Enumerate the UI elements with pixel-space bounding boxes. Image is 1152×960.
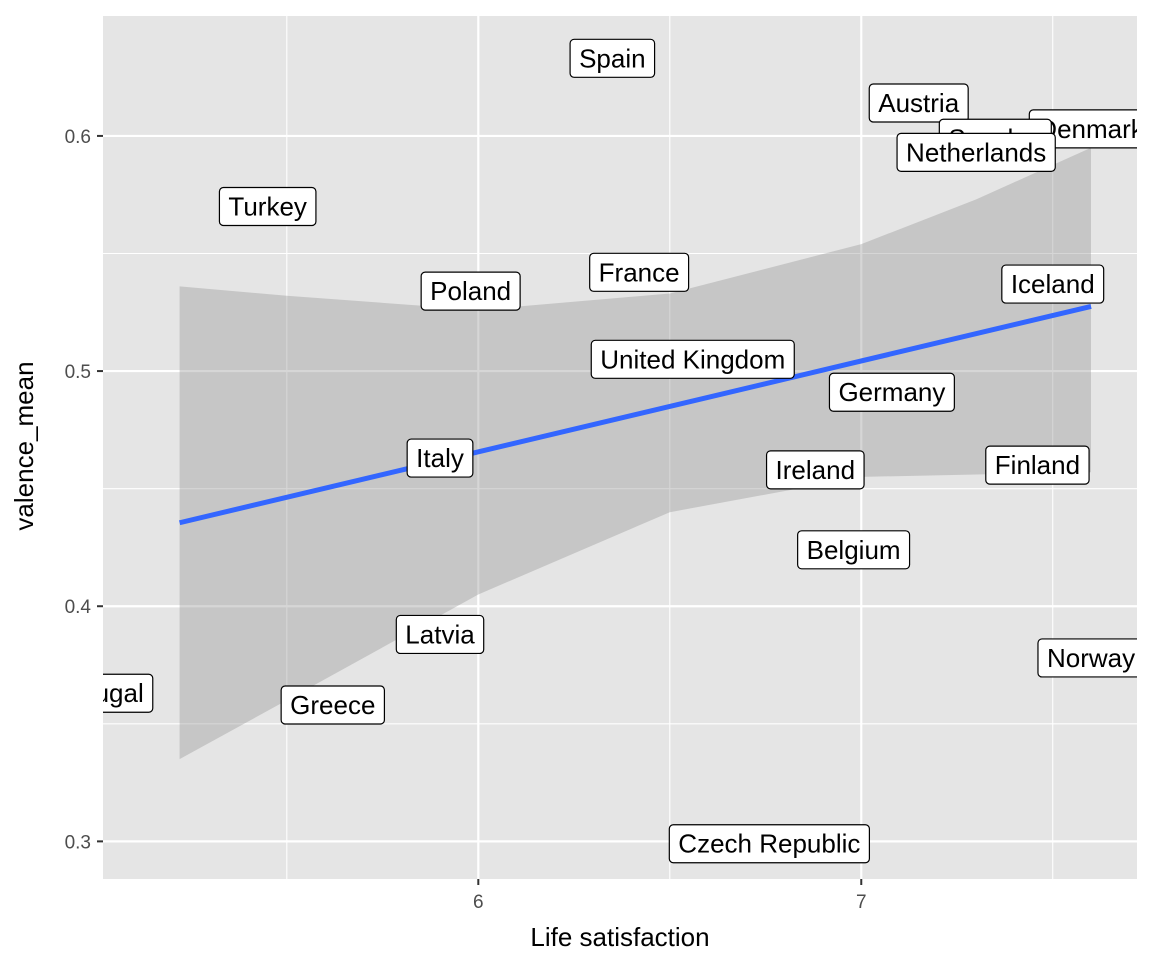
point-label: Czech Republic (668, 824, 871, 864)
point-label: Turkey (218, 186, 317, 227)
point-label-text: Spain (579, 43, 646, 73)
point-label-box (668, 824, 871, 864)
y-tick-label: 0.4 (65, 597, 92, 618)
confidence-band (179, 147, 1092, 760)
point-label: Latvia (395, 614, 485, 655)
point-label: Netherlands (896, 132, 1056, 172)
point-label-box (280, 685, 386, 725)
y-tick-label: 0.3 (65, 832, 91, 853)
x-axis-title: Life satisfaction (530, 922, 709, 952)
point-labels-layer: SpainAustriaDenmarkSwedenNetherlandsTurk… (47, 38, 1137, 864)
point-label-text: Iceland (1011, 269, 1095, 299)
point-label-text: Latvia (405, 619, 475, 649)
point-label-text: Finland (995, 450, 1080, 480)
point-label-text: Norway (1047, 643, 1135, 673)
point-label-text: Portugal (47, 678, 144, 708)
confidence-band-layer (179, 147, 1092, 760)
point-label-box (828, 372, 955, 412)
point-label-text: Italy (416, 443, 464, 473)
point-label-text: Poland (430, 276, 511, 306)
x-tick-label: 6 (473, 892, 484, 913)
point-label-text: France (599, 257, 680, 287)
trend-line-layer (179, 303, 1092, 526)
point-label-box (420, 271, 521, 311)
point-label: Ireland (765, 450, 865, 490)
point-label: Poland (420, 271, 521, 311)
trend-line (179, 303, 1092, 526)
y-tick-label: 0.6 (65, 127, 91, 148)
point-label-text: Ireland (776, 455, 856, 485)
point-label: Spain (569, 38, 656, 78)
point-label: Portugal (47, 673, 154, 713)
point-label-box (985, 445, 1090, 485)
point-label: Belgium (797, 530, 911, 570)
point-label: Italy (406, 438, 474, 478)
point-label: France (589, 252, 690, 292)
point-label-box (868, 83, 969, 123)
point-label: Iceland (1001, 264, 1105, 304)
point-label-text: Turkey (228, 191, 307, 221)
point-label-box (589, 252, 690, 292)
point-label: Greece (280, 685, 386, 725)
point-label-box (1001, 264, 1105, 304)
x-tick-label: 7 (856, 892, 867, 913)
point-label-text: Belgium (807, 535, 901, 565)
point-label-text: United Kingdom (600, 344, 785, 374)
point-label-text: Germany (838, 377, 945, 407)
point-label-box (1037, 638, 1137, 678)
point-label: Austria (868, 83, 969, 123)
point-label-text: Austria (878, 88, 959, 118)
point-label-box (797, 530, 911, 570)
point-label-box (103, 673, 154, 713)
point-label-box (569, 38, 656, 78)
y-axis-title: valence_mean (9, 361, 39, 530)
point-label-box (590, 339, 795, 379)
point-label-box (896, 132, 1056, 172)
point-label: Finland (985, 445, 1090, 485)
point-label-box (395, 614, 485, 655)
point-label: Germany (828, 372, 955, 412)
y-axis: 0.3 0.4 0.5 0.6 (65, 127, 103, 853)
point-label-box (218, 186, 317, 227)
point-label: Norway (1037, 638, 1137, 678)
point-label-text: Greece (290, 690, 375, 720)
point-label-text: Czech Republic (678, 829, 860, 859)
y-tick-label: 0.5 (65, 362, 91, 383)
point-label-box (406, 438, 474, 478)
point-label-box (765, 450, 865, 490)
point-label: United Kingdom (590, 339, 795, 379)
point-label-text: Netherlands (906, 137, 1046, 167)
